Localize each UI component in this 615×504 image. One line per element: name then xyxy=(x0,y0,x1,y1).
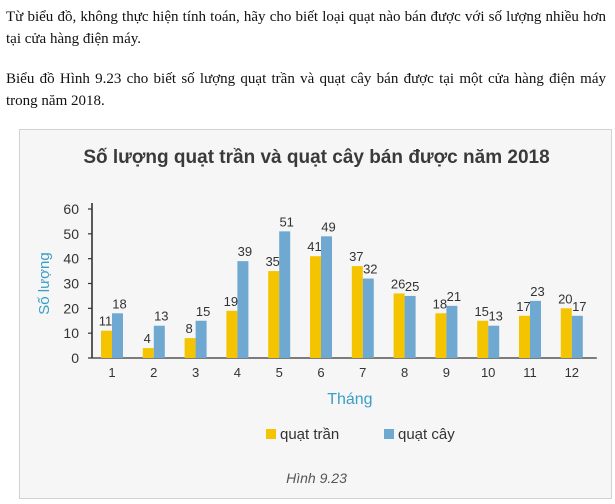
data-label: 11 xyxy=(99,314,113,329)
x-tick-label: 2 xyxy=(150,365,157,380)
x-tick-label: 1 xyxy=(108,365,115,380)
data-label: 23 xyxy=(530,284,544,299)
figure-caption: Hình 9.23 xyxy=(286,470,347,486)
bar-ceiling-fan xyxy=(351,266,363,358)
bar-stand-fan xyxy=(279,231,291,358)
bar-stand-fan xyxy=(446,305,458,358)
data-label: 35 xyxy=(265,254,279,269)
bar-ceiling-fan xyxy=(101,330,112,358)
bar-stand-fan xyxy=(362,278,374,358)
data-label: 15 xyxy=(474,304,488,319)
data-label: 18 xyxy=(112,296,126,311)
x-tick-label: 11 xyxy=(523,365,537,380)
data-label: 17 xyxy=(516,299,530,314)
question-text: Từ biểu đồ, không thực hiện tính toán, h… xyxy=(6,9,606,47)
data-label: 15 xyxy=(196,304,210,319)
data-label: 39 xyxy=(238,244,252,259)
bar-ceiling-fan xyxy=(393,293,405,358)
bar-stand-fan xyxy=(321,236,332,358)
legend-label: quạt cây xyxy=(398,426,455,443)
data-label: 13 xyxy=(488,309,502,324)
legend-swatch xyxy=(384,429,394,439)
x-tick-label: 3 xyxy=(192,365,199,380)
bar-ceiling-fan xyxy=(435,313,447,358)
x-tick-label: 9 xyxy=(443,365,450,380)
data-label: 37 xyxy=(349,249,363,264)
x-tick-label: 8 xyxy=(401,365,408,380)
bar-stand-fan xyxy=(530,300,541,358)
data-label: 41 xyxy=(307,239,321,254)
x-tick-label: 7 xyxy=(359,365,366,380)
x-tick-label: 12 xyxy=(565,365,579,380)
y-tick-label: 10 xyxy=(63,325,79,341)
data-label: 49 xyxy=(321,219,335,234)
bar-stand-fan xyxy=(237,261,249,358)
bar-ceiling-fan xyxy=(142,348,154,358)
data-label: 19 xyxy=(224,294,238,309)
bar-stand-fan xyxy=(153,325,165,358)
data-label: 13 xyxy=(154,309,168,324)
y-tick-label: 20 xyxy=(63,300,79,316)
data-label: 4 xyxy=(144,331,151,346)
y-tick-label: 60 xyxy=(63,201,79,217)
y-axis-label: Số lượng xyxy=(36,252,53,314)
x-tick-label: 6 xyxy=(317,365,324,380)
bar-ceiling-fan xyxy=(226,310,238,358)
bar-ceiling-fan xyxy=(477,320,489,358)
legend-swatch xyxy=(266,429,276,439)
intro-text: Biểu đồ Hình 9.23 cho biết số lượng quạt… xyxy=(6,71,606,109)
bar-stand-fan xyxy=(112,313,123,358)
chart-title: Số lượng quạt trần và quạt cây bán được … xyxy=(83,147,550,168)
y-tick-label: 50 xyxy=(63,226,79,242)
data-label: 17 xyxy=(572,299,586,314)
data-label: 26 xyxy=(391,276,405,291)
y-tick-label: 30 xyxy=(63,276,79,292)
data-label: 32 xyxy=(363,262,377,277)
y-tick-label: 0 xyxy=(71,350,79,366)
data-label: 20 xyxy=(558,291,572,306)
x-tick-label: 4 xyxy=(234,365,241,380)
bar-stand-fan xyxy=(195,320,207,358)
x-tick-label: 10 xyxy=(481,365,495,380)
x-tick-label: 5 xyxy=(276,365,283,380)
bar-stand-fan xyxy=(404,295,416,358)
data-label: 25 xyxy=(405,279,419,294)
figure-9-23: Số lượng quạt trần và quạt cây bán được … xyxy=(19,129,612,499)
bar-ceiling-fan xyxy=(519,315,530,358)
x-axis-label: Tháng xyxy=(327,391,372,408)
data-label: 18 xyxy=(433,296,447,311)
bar-ceiling-fan xyxy=(310,256,321,358)
bar-stand-fan xyxy=(488,325,500,358)
data-label: 51 xyxy=(279,214,293,229)
data-label: 8 xyxy=(185,321,192,336)
bar-ceiling-fan xyxy=(560,308,572,358)
bar-ceiling-fan xyxy=(268,271,280,358)
data-label: 21 xyxy=(447,289,461,304)
bar-ceiling-fan xyxy=(184,338,196,358)
bar-stand-fan xyxy=(571,315,583,358)
legend-label: quạt trần xyxy=(280,426,339,443)
y-tick-label: 40 xyxy=(63,251,79,267)
